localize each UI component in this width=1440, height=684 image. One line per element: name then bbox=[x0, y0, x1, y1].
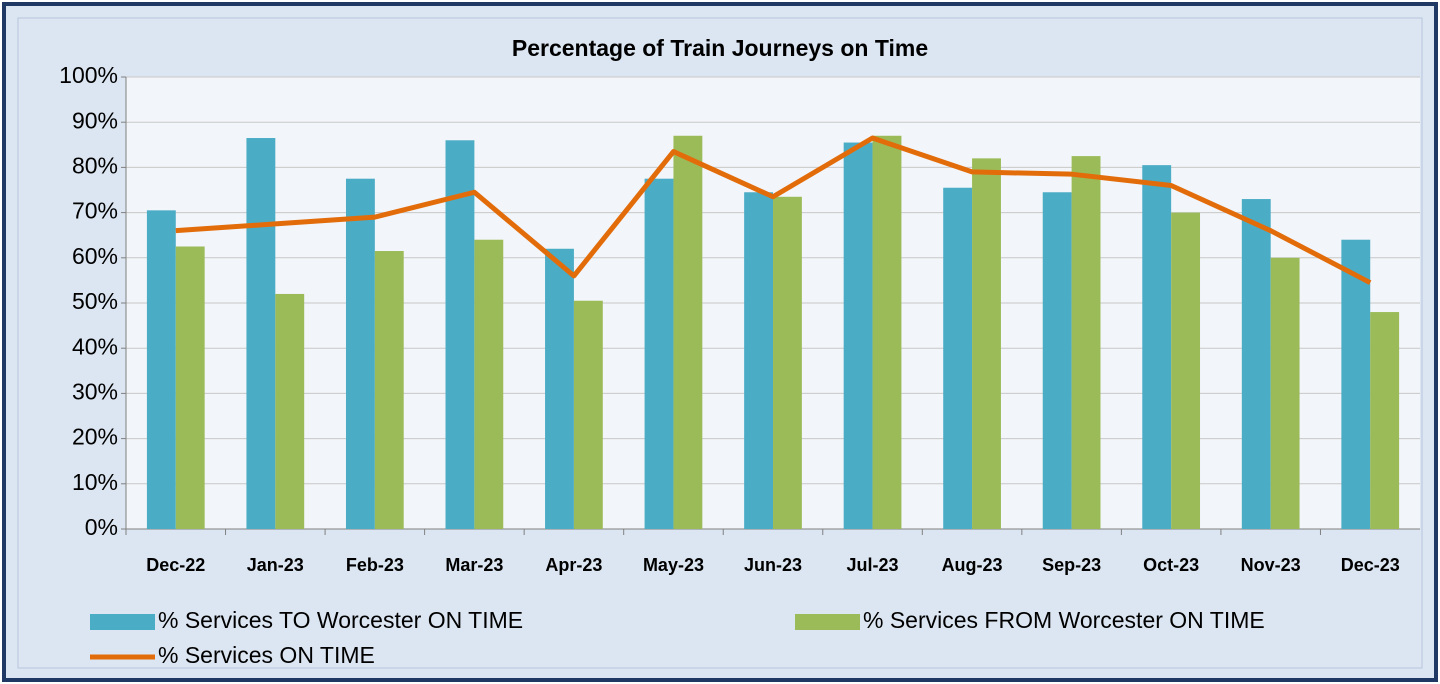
bar bbox=[1270, 257, 1300, 529]
bar bbox=[445, 140, 475, 529]
y-tick-label: 50% bbox=[72, 288, 118, 314]
legend-label: % Services TO Worcester ON TIME bbox=[158, 607, 523, 633]
bar bbox=[943, 187, 973, 530]
y-tick-label: 10% bbox=[72, 469, 118, 495]
bar bbox=[644, 178, 674, 529]
inner-frame bbox=[17, 17, 1423, 669]
legend-swatch bbox=[90, 614, 155, 630]
bar bbox=[345, 178, 375, 529]
x-tick-label: Dec-23 bbox=[1341, 555, 1400, 575]
line bbox=[175, 135, 1372, 285]
bar bbox=[474, 239, 504, 529]
bar bbox=[1142, 165, 1172, 529]
x-tick-label: Dec-22 bbox=[146, 555, 205, 575]
bar bbox=[1341, 239, 1371, 529]
y-tick-label: 40% bbox=[72, 333, 118, 359]
bar bbox=[872, 135, 902, 529]
bar bbox=[374, 251, 404, 529]
bar bbox=[972, 158, 1001, 530]
legend-swatch bbox=[795, 614, 860, 630]
y-tick-label: 80% bbox=[72, 152, 118, 178]
bar bbox=[773, 196, 802, 529]
bar bbox=[1171, 212, 1201, 529]
x-tick-label: Apr-23 bbox=[545, 555, 602, 575]
y-tick-label: 60% bbox=[72, 243, 118, 269]
bar bbox=[175, 246, 205, 529]
bar bbox=[246, 138, 276, 529]
x-tick-label: Jan-23 bbox=[247, 555, 304, 575]
y-tick-label: 70% bbox=[72, 198, 118, 224]
x-tick-label: Jul-23 bbox=[847, 555, 899, 575]
y-tick-label: 100% bbox=[59, 62, 118, 88]
legend-label: % Services FROM Worcester ON TIME bbox=[863, 607, 1265, 633]
chart-title: Percentage of Train Journeys on Time bbox=[512, 35, 928, 61]
x-tick-label: Nov-23 bbox=[1241, 555, 1301, 575]
y-tick-label: 90% bbox=[72, 107, 118, 133]
x-tick-label: Oct-23 bbox=[1143, 555, 1199, 575]
bar bbox=[1042, 192, 1072, 529]
bar bbox=[744, 192, 773, 529]
bar bbox=[1071, 156, 1101, 529]
bar bbox=[545, 248, 574, 529]
x-tick-label: Sep-23 bbox=[1042, 555, 1101, 575]
bar bbox=[573, 300, 603, 529]
y-tick-label: 0% bbox=[85, 514, 118, 540]
y-tick-label: 20% bbox=[72, 424, 118, 450]
bar bbox=[1241, 199, 1271, 530]
bar bbox=[275, 293, 305, 529]
y-tick-label: 30% bbox=[72, 378, 118, 404]
x-tick-label: Mar-23 bbox=[445, 555, 503, 575]
bar bbox=[146, 210, 176, 529]
x-tick-label: Aug-23 bbox=[942, 555, 1003, 575]
bar bbox=[1370, 312, 1400, 529]
bar bbox=[673, 135, 703, 529]
bar bbox=[843, 142, 873, 530]
x-tick-label: Feb-23 bbox=[346, 555, 404, 575]
x-tick-label: Jun-23 bbox=[744, 555, 802, 575]
x-tick-label: May-23 bbox=[643, 555, 704, 575]
legend-label: % Services ON TIME bbox=[158, 642, 375, 668]
